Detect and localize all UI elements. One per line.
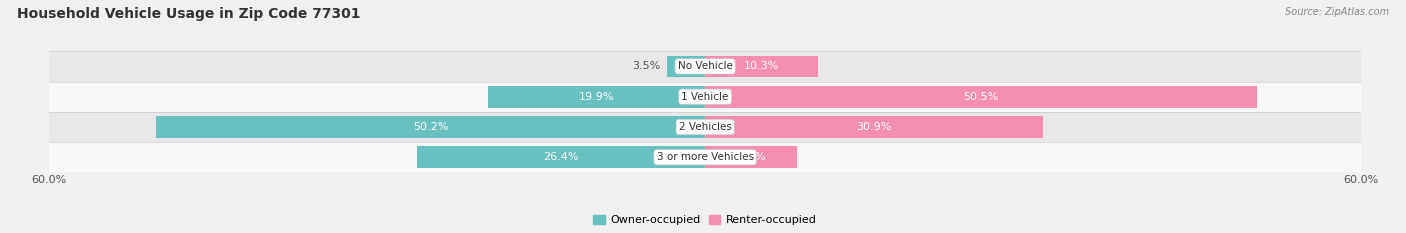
Text: No Vehicle: No Vehicle xyxy=(678,62,733,71)
Bar xyxy=(416,146,706,168)
Text: 1 Vehicle: 1 Vehicle xyxy=(682,92,728,102)
Text: 50.5%: 50.5% xyxy=(963,92,998,102)
Text: 19.9%: 19.9% xyxy=(579,92,614,102)
Text: Source: ZipAtlas.com: Source: ZipAtlas.com xyxy=(1285,7,1389,17)
Text: 10.3%: 10.3% xyxy=(744,62,779,71)
Text: 26.4%: 26.4% xyxy=(543,152,578,162)
Bar xyxy=(49,112,1361,142)
Text: 3 or more Vehicles: 3 or more Vehicles xyxy=(657,152,754,162)
Text: 8.4%: 8.4% xyxy=(737,152,765,162)
Legend: Owner-occupied, Renter-occupied: Owner-occupied, Renter-occupied xyxy=(589,211,821,230)
Bar xyxy=(706,116,1043,138)
Bar xyxy=(49,142,1361,172)
Bar xyxy=(49,82,1361,112)
Bar xyxy=(706,55,818,77)
Text: 50.2%: 50.2% xyxy=(413,122,449,132)
Bar xyxy=(666,55,706,77)
Bar xyxy=(488,86,706,108)
Bar xyxy=(706,146,797,168)
Bar xyxy=(706,86,1257,108)
Text: 3.5%: 3.5% xyxy=(633,62,661,71)
Text: 2 Vehicles: 2 Vehicles xyxy=(679,122,731,132)
Bar xyxy=(49,51,1361,82)
Text: Household Vehicle Usage in Zip Code 77301: Household Vehicle Usage in Zip Code 7730… xyxy=(17,7,360,21)
Bar xyxy=(156,116,706,138)
Text: 30.9%: 30.9% xyxy=(856,122,891,132)
